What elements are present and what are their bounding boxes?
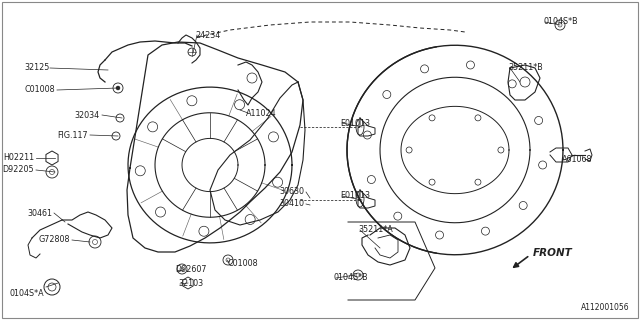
Text: G72808: G72808: [38, 236, 70, 244]
Text: 24234: 24234: [195, 30, 220, 39]
Text: 30410: 30410: [279, 199, 304, 209]
Text: A61068: A61068: [562, 156, 593, 164]
Text: H02211: H02211: [3, 154, 34, 163]
Text: 32034: 32034: [75, 110, 100, 119]
Text: C01008: C01008: [227, 259, 258, 268]
Text: 32103: 32103: [178, 279, 203, 289]
Circle shape: [116, 86, 120, 90]
Text: 30461: 30461: [27, 209, 52, 218]
Text: FRONT: FRONT: [533, 248, 573, 258]
Text: D92607: D92607: [175, 266, 207, 275]
Text: E01013: E01013: [340, 118, 370, 127]
Text: A11024: A11024: [246, 108, 276, 117]
Text: FIG.117: FIG.117: [58, 131, 88, 140]
Text: A112001056: A112001056: [581, 303, 630, 312]
Text: C01008: C01008: [24, 85, 55, 94]
Text: 35211*A: 35211*A: [358, 226, 393, 235]
Text: D92205: D92205: [3, 165, 34, 174]
Text: 0104S*A: 0104S*A: [10, 289, 44, 298]
Text: 0104S*B: 0104S*B: [543, 18, 578, 27]
Text: 32125: 32125: [24, 63, 50, 73]
Text: 35211*B: 35211*B: [508, 63, 543, 73]
Text: 30630: 30630: [279, 188, 304, 196]
Text: 0104S*B: 0104S*B: [334, 274, 369, 283]
Text: E01013: E01013: [340, 191, 370, 201]
